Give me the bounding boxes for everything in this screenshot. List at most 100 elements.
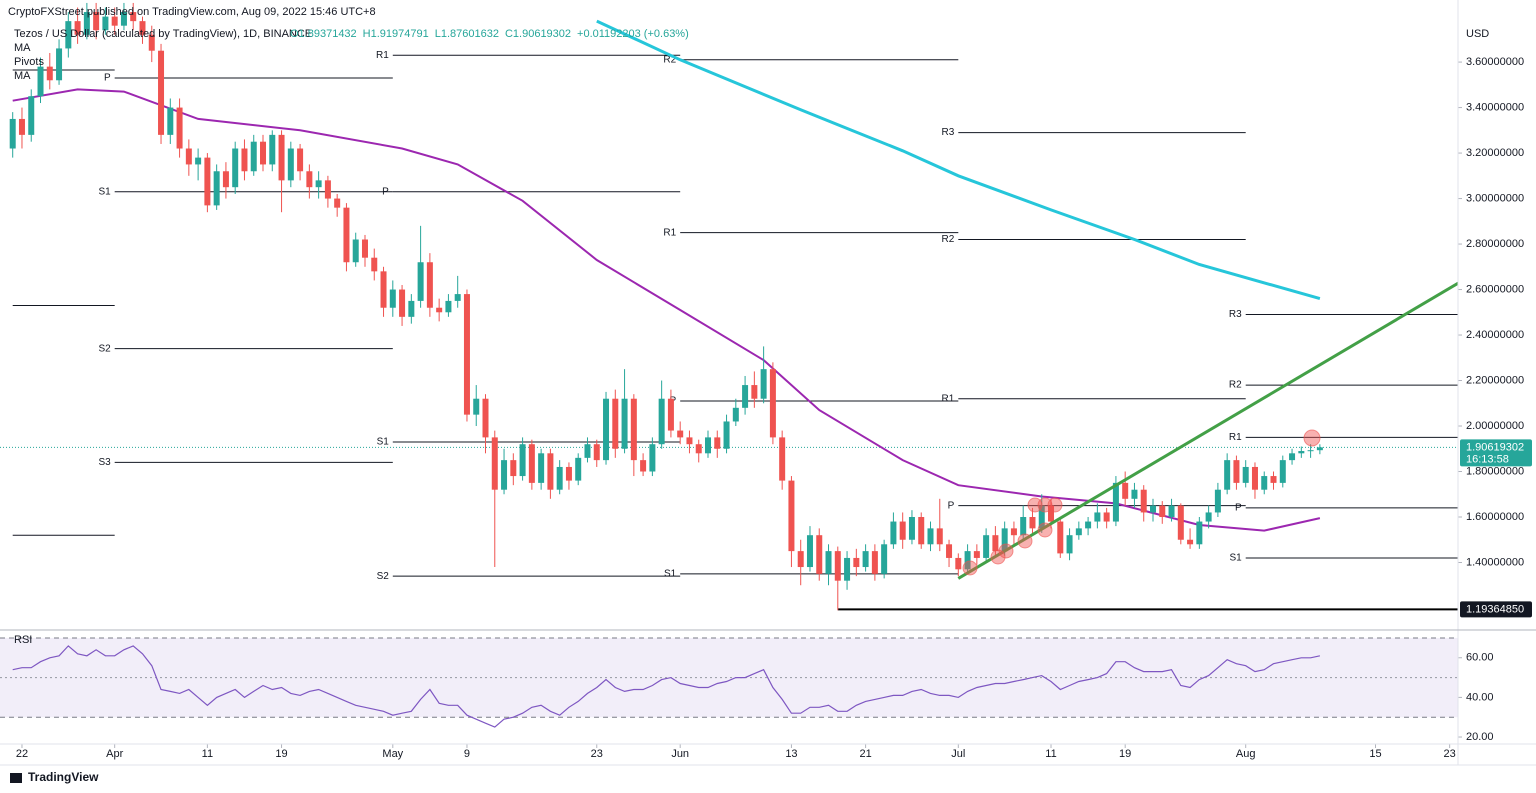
pivot-label: S1	[377, 437, 390, 448]
candle-body	[130, 12, 137, 22]
ohlc-value: H1.91974791	[363, 28, 429, 40]
candle-body	[1075, 528, 1082, 536]
last-price-label: 1.90619302	[1466, 441, 1524, 453]
candle-body	[1205, 512, 1212, 522]
candle-body	[779, 437, 786, 481]
candle-body	[1270, 476, 1277, 483]
y-tick-label: 2.60000000	[1466, 283, 1524, 295]
candle-body	[1029, 516, 1036, 529]
price-pane: PS1S2S3R1PS1S2R2R1PS1R3R2R1PR3R2R1PS1	[0, 2, 1458, 611]
candle-body	[584, 444, 591, 458]
highlight-circle	[1017, 533, 1033, 549]
candle-body	[983, 535, 990, 558]
y-tick-label: 1.60000000	[1466, 511, 1524, 523]
candle-body	[297, 148, 304, 172]
ohlc-value: +0.01192203 (+0.63%)	[577, 28, 689, 40]
candle-body	[1149, 505, 1156, 513]
rsi-pane	[0, 637, 1458, 728]
candle-body	[306, 171, 313, 188]
candle-body	[908, 516, 915, 540]
x-tick-label: 23	[591, 748, 603, 760]
ohlc-value: O1.89371432	[290, 28, 357, 40]
candle-body	[1279, 460, 1286, 483]
rsi-band	[0, 637, 1458, 718]
candle-body	[18, 118, 25, 135]
candle-body	[408, 300, 415, 317]
candle-body	[760, 369, 767, 399]
candle-body	[501, 460, 508, 490]
highlight-circle	[1303, 429, 1321, 447]
candle-body	[315, 180, 322, 188]
candle-body	[732, 407, 739, 422]
pivot-label: R1	[663, 227, 676, 238]
y-tick-label: 2.40000000	[1466, 329, 1524, 341]
candle-body	[324, 180, 331, 199]
x-tick-label: 15	[1369, 748, 1381, 760]
candle-body	[445, 300, 452, 313]
candle-body	[65, 21, 72, 49]
pivot-label: S1	[664, 569, 677, 580]
candle-body	[389, 289, 396, 308]
candle-body	[56, 48, 63, 81]
candle-body	[426, 262, 433, 308]
pivot-label: R2	[1229, 380, 1242, 391]
candle-body	[1177, 505, 1184, 540]
pivot-label: R2	[942, 234, 955, 245]
y-tick-label: 2.20000000	[1466, 374, 1524, 386]
x-tick-label: 13	[785, 748, 797, 760]
candle-body	[547, 453, 554, 490]
candle-body	[371, 257, 378, 272]
candle-body	[334, 198, 341, 208]
x-tick-label: Jul	[951, 748, 965, 760]
candle-body	[74, 21, 81, 35]
candle-body	[686, 437, 693, 445]
candle-body	[1298, 451, 1305, 454]
candle-body	[1038, 505, 1045, 529]
rsi-y-tick-label: 40.00	[1466, 691, 1494, 703]
pivot-label: P	[104, 73, 111, 84]
candle-body	[1001, 528, 1008, 552]
candle-body	[621, 398, 628, 449]
candle-body	[204, 157, 211, 206]
x-tick-label: 11	[202, 748, 213, 760]
candle-body	[158, 50, 165, 135]
x-tick-label: 23	[1444, 748, 1456, 760]
indicator-label: Pivots	[14, 56, 44, 68]
candle-body	[844, 557, 851, 581]
indicator-label: MA	[14, 70, 31, 82]
candle-body	[565, 466, 572, 481]
pivot-label: R3	[1229, 309, 1242, 320]
candle-body	[1214, 489, 1221, 513]
candle-body	[881, 544, 888, 574]
candle-body	[640, 460, 647, 472]
candle-body	[473, 398, 480, 415]
candle-body	[28, 96, 35, 135]
candle-body	[1112, 482, 1119, 522]
publisher: CryptoFXStreet published on TradingView.…	[8, 6, 376, 18]
x-tick-label: 11	[1045, 748, 1056, 760]
candle-body	[352, 239, 359, 263]
candle-body	[862, 551, 869, 568]
candle-body	[797, 551, 804, 568]
highlight-circle	[962, 560, 978, 576]
last-price-box	[1460, 439, 1532, 467]
candle-body	[1261, 476, 1268, 490]
candle-body	[612, 398, 619, 449]
candle-body	[93, 12, 100, 31]
candle-body	[9, 118, 16, 149]
candle-body	[630, 398, 637, 461]
candle-body	[1048, 505, 1055, 522]
candle-body	[417, 262, 424, 301]
candle-body	[1233, 460, 1240, 483]
x-tick-label: Aug	[1236, 748, 1256, 760]
pivot-label: P	[948, 500, 955, 511]
x-tick-label: May	[382, 748, 403, 760]
x-tick-label: 22	[16, 748, 28, 760]
candle-body	[1010, 528, 1017, 536]
pivot-label: S2	[377, 571, 390, 582]
indicator-label: MA	[14, 42, 31, 54]
x-tick-label: Jun	[671, 748, 689, 760]
candle-body	[695, 444, 702, 454]
pivot-label: S1	[1229, 553, 1242, 564]
